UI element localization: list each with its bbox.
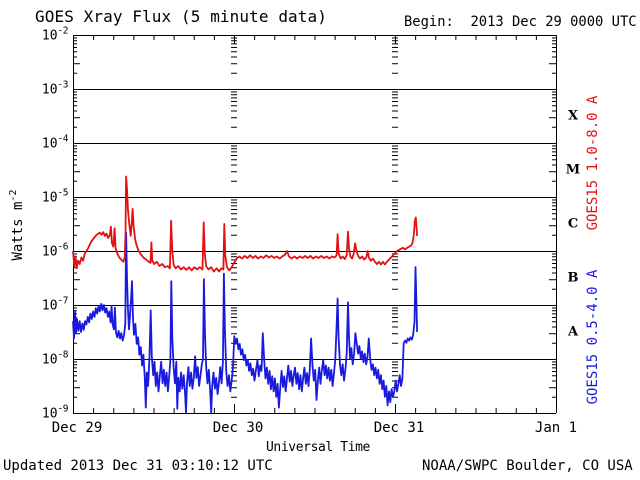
page-title: GOES Xray Flux (5 minute data)	[35, 7, 327, 26]
series-label-long-channel: GOES15 1.0-8.0 A	[585, 95, 601, 231]
series-label-short-channel: GOES15 0.5-4.0 A	[585, 269, 601, 405]
y-tick-label: 10-2	[41, 25, 69, 44]
y-tick-label: 10-5	[41, 187, 69, 206]
flare-class-letter-b: B	[567, 270, 579, 286]
y-tick-label: 10-8	[41, 349, 69, 368]
x-tick-label-jan1: Jan 1	[534, 420, 578, 436]
x-tick-label-dec31: Dec 31	[373, 420, 425, 436]
x-tick-label-dec30: Dec 30	[212, 420, 264, 436]
updated-timestamp: Updated 2013 Dec 31 03:10:12 UTC	[3, 458, 273, 474]
series-long-curve	[72, 175, 418, 273]
y-axis-label-exponent: -2	[8, 189, 20, 202]
x-axis-label: Universal Time	[266, 440, 370, 455]
series-short-curve	[72, 231, 418, 414]
flare-class-letter-m: M	[565, 162, 581, 178]
begin-timestamp: Begin: 2013 Dec 29 0000 UTC	[404, 14, 637, 30]
source-attribution: NOAA/SWPC Boulder, CO USA	[422, 458, 633, 474]
flare-class-letter-x: X	[567, 108, 579, 124]
y-tick-label: 10-6	[41, 241, 69, 260]
y-tick-label: 10-3	[41, 79, 69, 98]
y-tick-label: 10-7	[41, 295, 69, 314]
flare-class-letter-a: A	[567, 324, 579, 340]
x-tick-label-dec29: Dec 29	[51, 420, 103, 436]
y-tick-label: 10-4	[41, 133, 69, 152]
flare-class-letter-c: C	[567, 216, 579, 232]
y-tick-label: 10-9	[41, 403, 69, 422]
